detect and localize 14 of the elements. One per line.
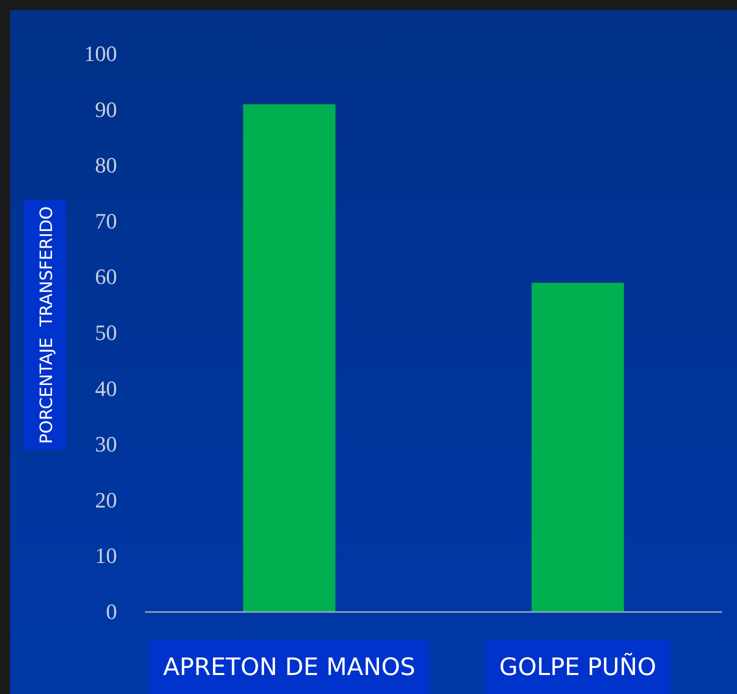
y-tick-label: 60: [95, 264, 117, 290]
y-tick-label: 70: [95, 208, 117, 234]
y-tick-label: 10: [95, 543, 117, 568]
y-tick-label: 90: [95, 96, 117, 122]
x-tick-label: GOLPE PUÑO: [499, 652, 656, 681]
y-tick-label: 50: [95, 320, 117, 346]
y-tick-label: 0: [106, 599, 117, 624]
y-axis-title: PORCENTAJE TRANSFERIDO: [37, 206, 57, 444]
y-tick-label: 30: [95, 432, 117, 457]
x-tick-label: APRETON DE MANOS: [163, 653, 416, 681]
y-tick-label: 20: [95, 487, 117, 512]
y-tick-label: 80: [95, 152, 117, 178]
y-tick-label: 40: [95, 376, 117, 401]
y-tick-label: 100: [84, 41, 117, 66]
